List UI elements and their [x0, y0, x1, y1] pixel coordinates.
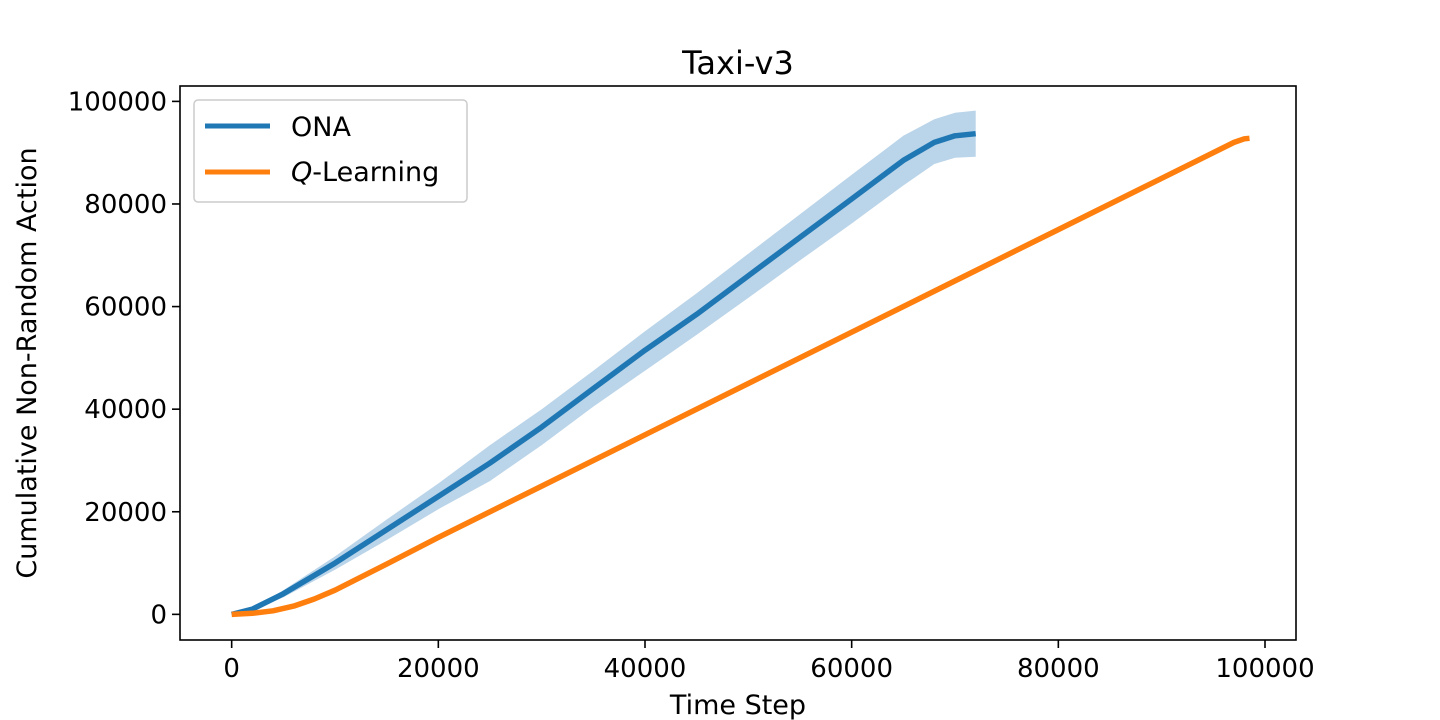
x-axis-label: Time Step — [669, 690, 806, 720]
x-tick-label: 100000 — [1215, 654, 1314, 684]
y-axis-label: Cumulative Non-Random Action — [12, 147, 43, 578]
legend-label-ona: ONA — [291, 112, 351, 143]
series-line-ona — [231, 130, 976, 618]
axes-frame — [179, 85, 1297, 641]
x-tick-label: 80000 — [1017, 654, 1100, 684]
x-tick-label: 40000 — [604, 654, 687, 684]
x-tick-label: 0 — [223, 654, 240, 684]
y-tick-label: 80000 — [84, 190, 167, 220]
series-band-ona — [231, 110, 976, 615]
legend-label-q-italic: Q — [291, 157, 312, 188]
chart-title: Taxi-v3 — [681, 44, 794, 82]
y-tick-label: 20000 — [84, 498, 167, 528]
y-tick-label: 60000 — [84, 293, 167, 323]
legend: ONA Q-Learning — [193, 99, 468, 203]
series-line-q-learning — [231, 135, 1250, 618]
x-tick-label: 20000 — [397, 654, 480, 684]
y-tick-label: 0 — [150, 600, 167, 630]
y-tick-label: 100000 — [68, 87, 167, 117]
plot-area — [231, 110, 1250, 618]
axis-ticks: 0 20000 40000 60000 80000 100000 0 20000 40000 60… — [68, 87, 1315, 684]
legend-label-q-learning: Q-Learning — [291, 157, 439, 188]
legend-label-q-suffix: -Learning — [312, 157, 439, 188]
x-tick-label: 60000 — [810, 654, 893, 684]
y-tick-label: 40000 — [84, 395, 167, 425]
